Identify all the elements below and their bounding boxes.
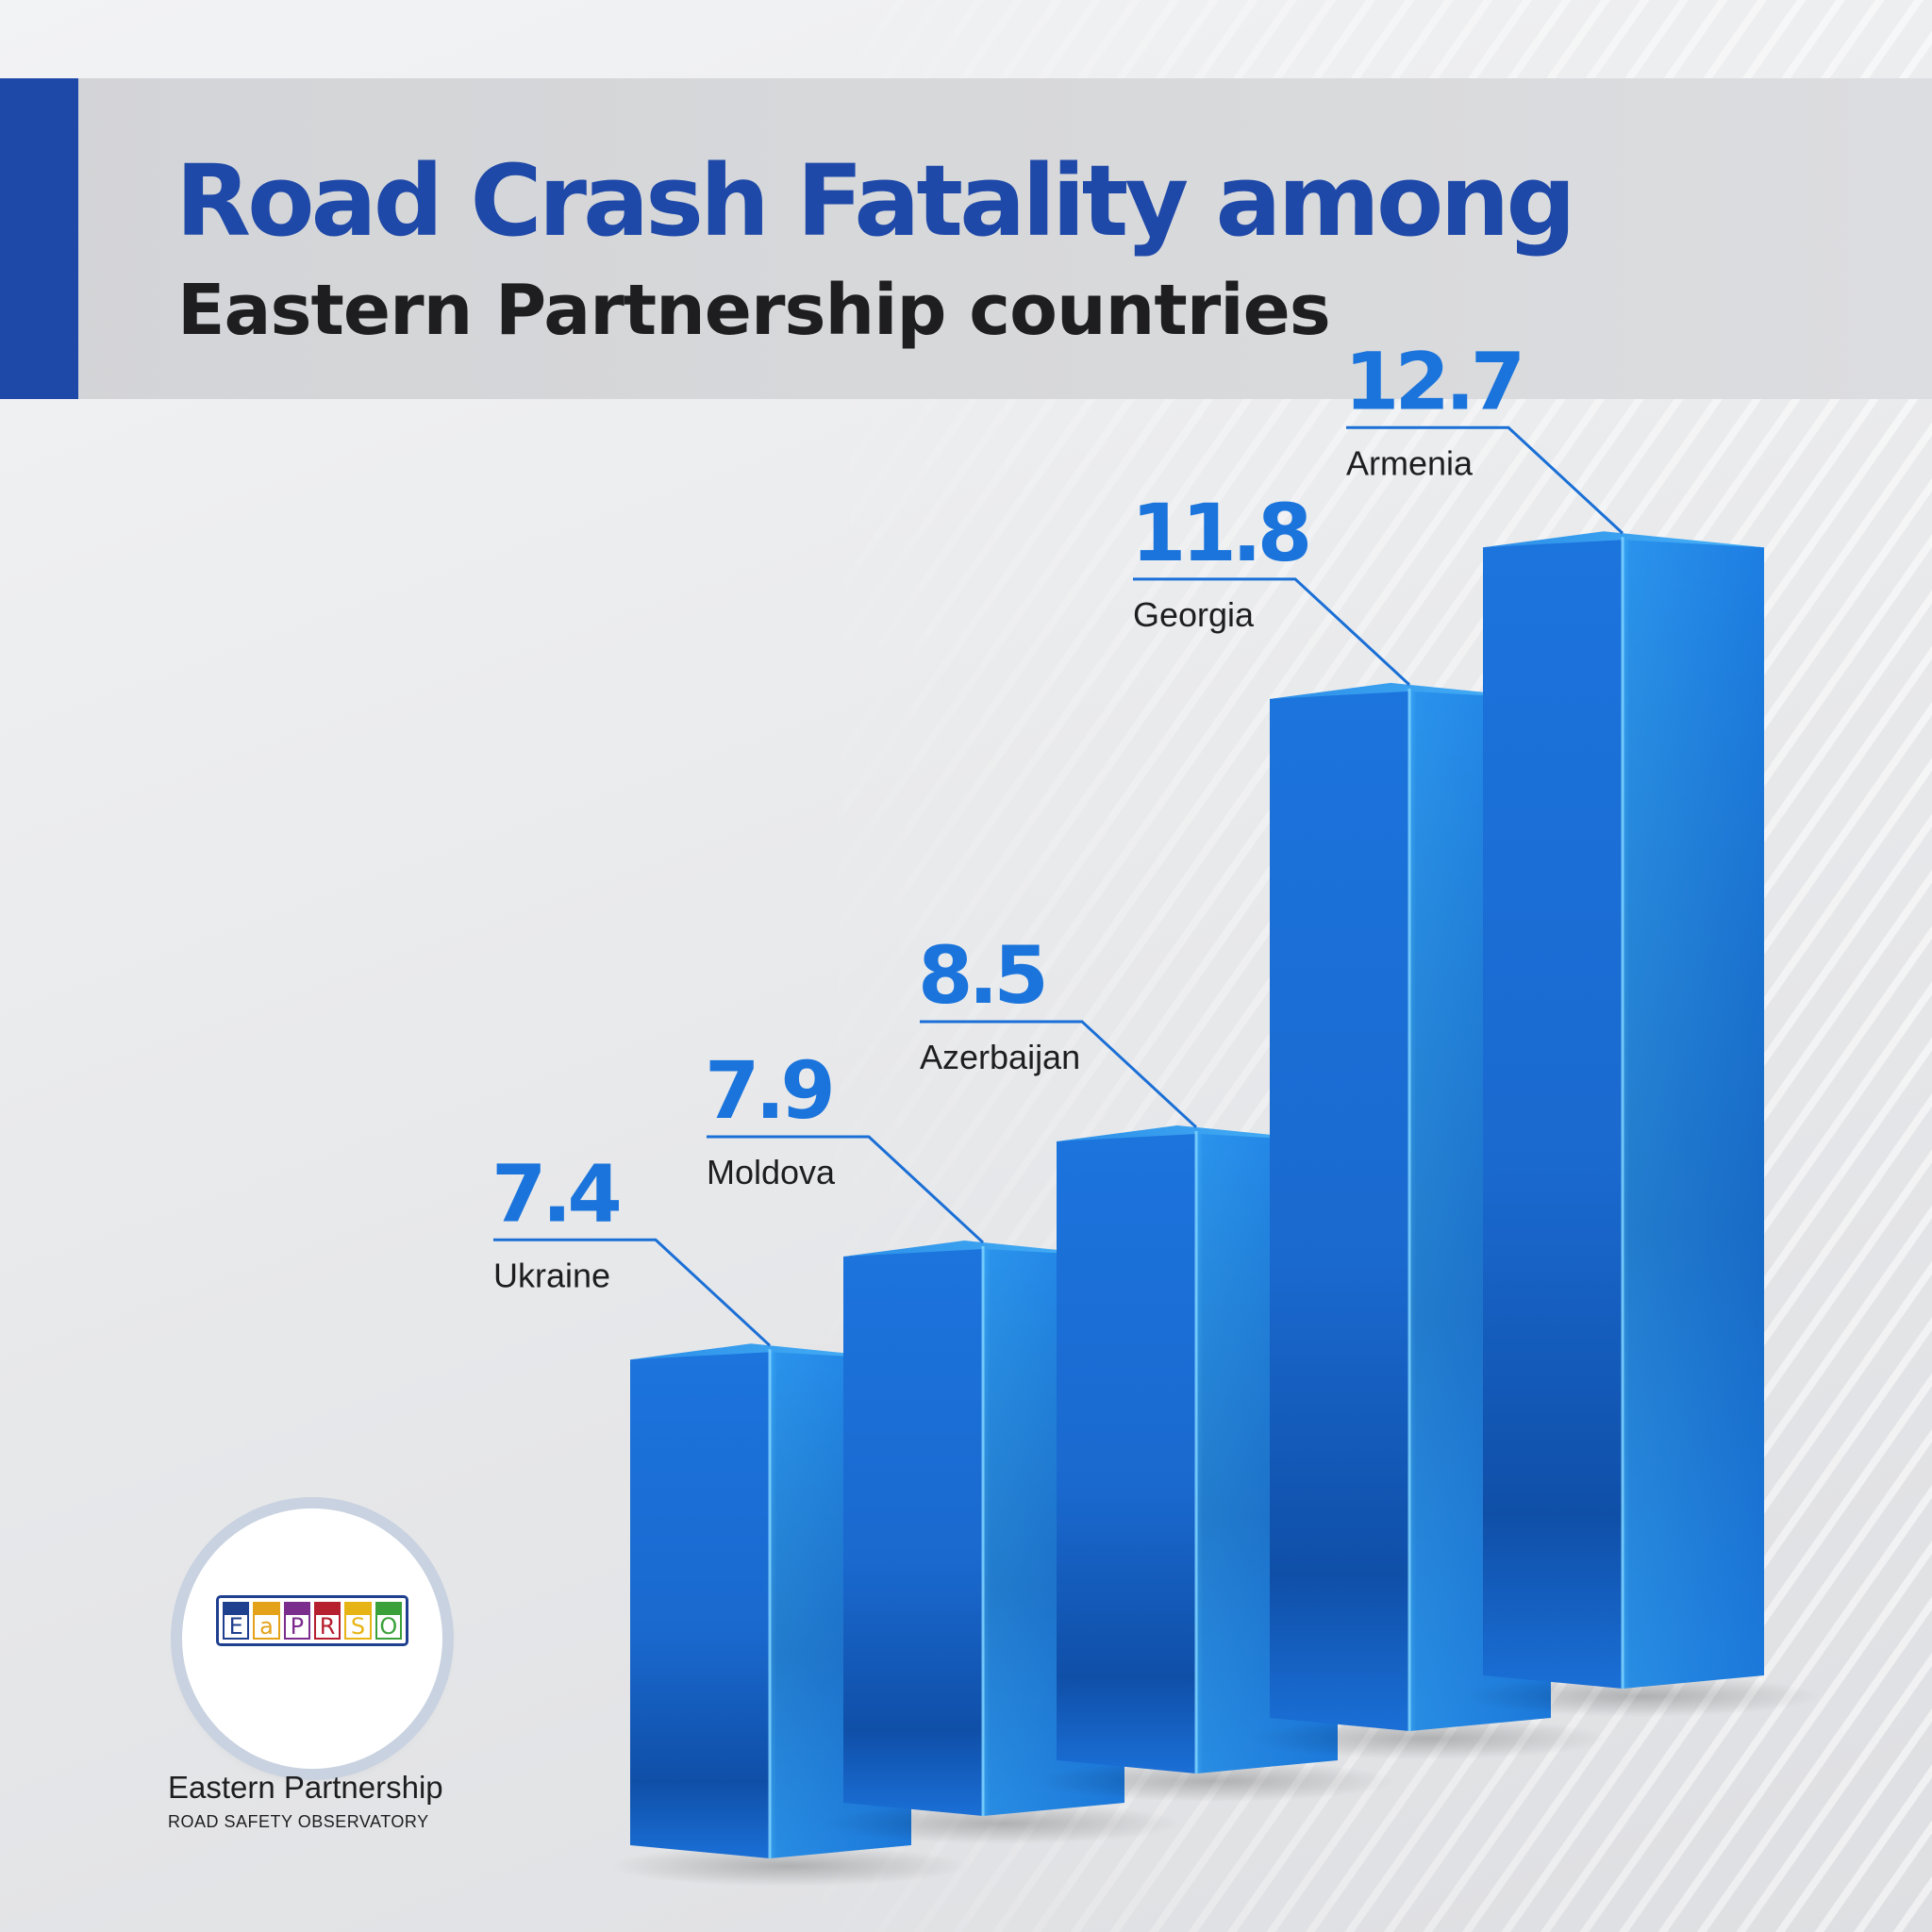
bar-front-face <box>1057 1130 1196 1774</box>
bar-label-group-azerbaijan: 8.5 Azerbaijan <box>918 929 1198 1129</box>
value-label: 7.4 <box>491 1147 619 1240</box>
bar-side-shade <box>1623 537 1764 1689</box>
value-label: 12.7 <box>1344 335 1521 427</box>
bar-shadow <box>823 1803 1181 1844</box>
logo-name: Eastern Partnership <box>168 1770 443 1805</box>
bar-label-group-ukraine: 7.4 Ukraine <box>491 1147 772 1347</box>
logo-letter: P <box>283 1615 310 1640</box>
page-subtitle: Eastern Partnership countries <box>177 270 1331 351</box>
category-label: Armenia <box>1346 443 1474 482</box>
logo-letter-cell: P <box>283 1602 310 1640</box>
leader-line <box>920 1020 1198 1129</box>
value-label: 11.8 <box>1131 487 1308 579</box>
logo-letter-cell: O <box>375 1602 402 1640</box>
bar-shadow <box>1036 1760 1394 1802</box>
category-label: Azerbaijan <box>920 1038 1080 1076</box>
logo-color-bar <box>223 1602 250 1615</box>
logo-letter: a <box>253 1615 280 1640</box>
logo-color-bar <box>283 1602 310 1615</box>
logo-letter: S <box>344 1615 372 1640</box>
leader-line <box>707 1135 985 1244</box>
category-label: Moldova <box>707 1153 836 1191</box>
bar-label-group-georgia: 11.8 Georgia <box>1131 487 1411 687</box>
logo-letter-cell: R <box>313 1602 341 1640</box>
leader-line <box>493 1238 772 1347</box>
category-label: Ukraine <box>493 1256 610 1294</box>
bar-front-face <box>1483 537 1623 1689</box>
value-label: 7.9 <box>705 1044 831 1137</box>
header-band <box>0 78 1932 399</box>
bar-shadow <box>1462 1675 1821 1717</box>
logo-letter-cell: a <box>253 1602 280 1640</box>
bar-label-group-armenia: 12.7 Armenia <box>1344 335 1624 535</box>
logo-color-bar <box>375 1602 402 1615</box>
bar-label-group-moldova: 7.9 Moldova <box>705 1044 985 1244</box>
bar-armenia <box>1462 531 1821 1717</box>
leader-line <box>1346 425 1624 535</box>
logo-letter: O <box>375 1615 402 1640</box>
bar-front-face <box>1270 688 1409 1731</box>
logo-color-bar <box>253 1602 280 1615</box>
logo-letter-cell: S <box>344 1602 372 1640</box>
category-label: Georgia <box>1133 595 1255 634</box>
bar-shadow <box>609 1845 968 1887</box>
logo-letter: R <box>313 1615 341 1640</box>
logo-color-bar <box>313 1602 341 1615</box>
bar-shadow <box>1249 1718 1607 1759</box>
leader-line <box>1133 577 1411 687</box>
bar-front-face <box>843 1246 983 1816</box>
bar-front-face <box>630 1349 770 1858</box>
logo-subtitle: ROAD SAFETY OBSERVATORY <box>168 1812 429 1831</box>
logo-color-bar <box>344 1602 372 1615</box>
logo-letter-cell: E <box>223 1602 250 1640</box>
logo-letter: E <box>223 1615 250 1640</box>
value-label: 8.5 <box>918 929 1044 1022</box>
page-title: Road Crash Fatality among <box>175 143 1576 258</box>
header-accent-bar <box>0 78 78 399</box>
